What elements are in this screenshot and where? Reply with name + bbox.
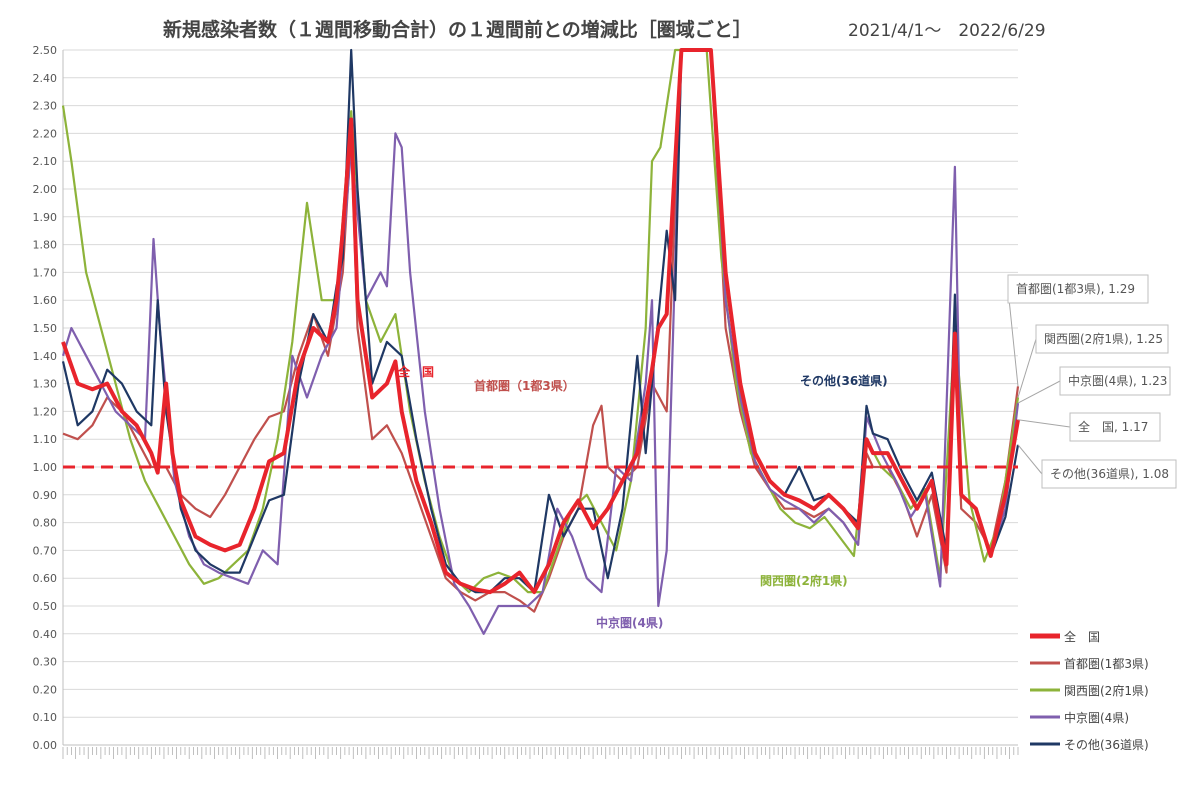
- y-tick-label: 2.00: [33, 183, 58, 196]
- x-axis-ticks: [62, 747, 1019, 759]
- callout-box-1: [1007, 274, 1149, 304]
- y-tick-label: 2.30: [33, 100, 58, 113]
- callout-leader-2: [1017, 338, 1037, 398]
- chart-title: 新規感染者数（１週間移動合計）の１週間前との増減比［圏域ごと］: [163, 18, 752, 41]
- y-tick-label: 2.10: [33, 155, 58, 168]
- callout-leader-4: [1017, 444, 1043, 475]
- callout-leader-0: [1017, 419, 1071, 428]
- y-tick-label: 1.40: [33, 350, 58, 363]
- callout-box-2: [1035, 324, 1169, 354]
- chart-date-range: 2021/4/1～ 2022/6/29: [848, 21, 1046, 41]
- y-tick-label: 2.20: [33, 127, 58, 140]
- inline-label-2: 関西圏(2府1県): [760, 573, 848, 588]
- legend-label-2: 関西圏(2府1県): [1064, 683, 1149, 698]
- y-tick-label: 0.00: [33, 739, 58, 752]
- series-line-4: [61, 48, 1020, 594]
- y-tick-label: 0.70: [33, 544, 58, 557]
- y-tick-label: 1.10: [33, 433, 58, 446]
- legend-label-3: 中京圏(4県): [1064, 710, 1129, 725]
- callout-label-1: 首都圏(1都3県), 1.29: [1016, 282, 1135, 296]
- y-tick-label: 0.80: [33, 517, 58, 530]
- y-tick-label: 0.30: [33, 656, 58, 669]
- y-tick-label: 1.60: [33, 294, 58, 307]
- y-tick-label: 1.90: [33, 211, 58, 224]
- callout-leader-1: [1007, 288, 1019, 387]
- y-tick-label: 1.20: [33, 405, 58, 418]
- y-axis-ticks: 0.00 0.10 0.20 0.30 0.40 0.50 0.60 0.70 0.80 0.90…: [33, 44, 58, 752]
- end-value-labels: 首都圏(1都3県), 1.29 関西圏(2府1県), 1.25 中京圏(4県), 1…: [1007, 274, 1177, 489]
- callout-label-4: その他(36道県), 1.08: [1050, 467, 1169, 481]
- y-tick-label: 0.40: [33, 628, 58, 641]
- inline-label-3: 中京圏(4県): [596, 615, 663, 630]
- y-tick-label: 0.20: [33, 683, 58, 696]
- callout-box-0: [1069, 412, 1161, 442]
- series-line-1: [62, 48, 1020, 613]
- series-line-2: [61, 48, 1020, 594]
- inline-label-0: 全 国: [397, 364, 434, 379]
- y-tick-label: 2.50: [33, 44, 58, 57]
- legend-label-1: 首都圏(1都3県): [1064, 657, 1149, 671]
- series-lines: [61, 48, 1020, 635]
- y-tick-label: 2.40: [33, 72, 58, 85]
- callout-label-2: 関西圏(2府1県), 1.25: [1044, 331, 1163, 346]
- callout-box-3: [1059, 366, 1171, 396]
- y-tick-label: 1.70: [33, 266, 58, 279]
- callout-box-4: [1041, 459, 1177, 489]
- inline-label-4: その他(36道県): [800, 373, 888, 388]
- y-tick-label: 1.30: [33, 378, 58, 391]
- legend-label-0: 全 国: [1064, 629, 1100, 644]
- y-tick-label: 1.80: [33, 239, 58, 252]
- series-line-0: [61, 48, 1020, 595]
- y-tick-label: 0.90: [33, 489, 58, 502]
- y-tick-label: 0.50: [33, 600, 58, 613]
- callout-label-3: 中京圏(4県), 1.23: [1068, 373, 1167, 388]
- legend-label-4: その他(36道県): [1064, 738, 1149, 752]
- callout-label-0: 全 国, 1.17: [1078, 419, 1148, 434]
- inline-label-1: 首都圏（1都3県）: [474, 378, 575, 393]
- y-tick-label: 0.10: [33, 711, 58, 724]
- y-tick-label: 1.00: [33, 461, 58, 474]
- y-tick-label: 0.60: [33, 572, 58, 585]
- y-tick-label: 1.50: [33, 322, 58, 335]
- grid: [62, 49, 1018, 746]
- callout-leader-3: [1017, 380, 1061, 404]
